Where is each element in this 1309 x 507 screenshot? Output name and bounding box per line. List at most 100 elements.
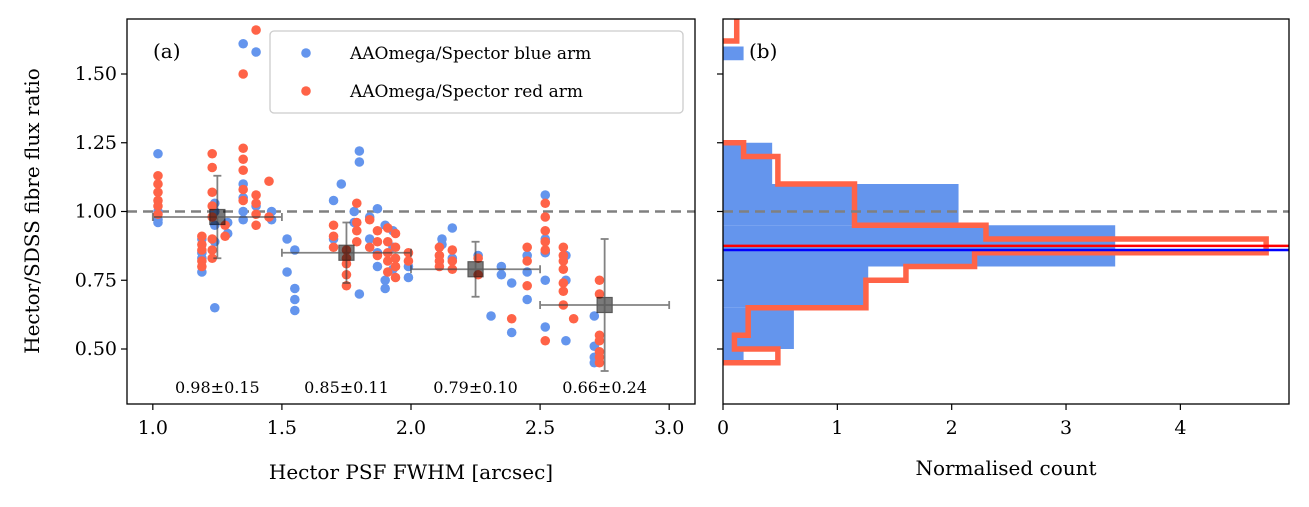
y-tick-label: 0.50 xyxy=(75,338,117,360)
x-tick-label: 1.5 xyxy=(267,417,297,439)
blue-point-36 xyxy=(354,157,365,167)
red-point-49 xyxy=(372,236,383,247)
red-point-79 xyxy=(540,236,551,247)
y-tick-label: 0.75 xyxy=(75,269,117,291)
panel-a-scatter: 0.98±0.15 0.85±0.11 0.79±0.10 0.66±0.24 … xyxy=(20,18,696,484)
red-point-1 xyxy=(153,179,163,189)
red-point-82 xyxy=(558,242,569,253)
red-hist-outline xyxy=(723,140,1269,366)
median-square-1 xyxy=(209,208,226,226)
blue-point-26 xyxy=(290,294,300,305)
y-tick-label: 1.00 xyxy=(75,201,117,223)
binned-point-1 xyxy=(151,174,283,260)
blue-point-56 xyxy=(486,311,496,321)
red-point-81 xyxy=(540,335,551,346)
red-point-0 xyxy=(153,170,163,181)
red-point-85 xyxy=(558,264,569,275)
x-tick-label: 3.0 xyxy=(654,417,684,439)
blue-hist-bar-5 xyxy=(723,184,959,226)
panel-b-histogram: 0 1 2 3 4 (b) Normalised count xyxy=(717,18,1290,480)
blue-point-53 xyxy=(447,223,458,233)
y-axis-label: Hector/SDSS fibre flux ratio xyxy=(20,68,44,354)
blue-point-66 xyxy=(540,275,551,286)
red-point-47 xyxy=(364,242,375,253)
legend: AAOmega/Spector blue arm AAOmega/Spector… xyxy=(269,30,684,114)
blue-point-11 xyxy=(209,302,220,313)
blue-point-3 xyxy=(153,217,163,228)
x-tick-label-b: 3 xyxy=(1060,417,1072,439)
red-point-91 xyxy=(594,289,605,299)
red-point-27 xyxy=(251,25,261,35)
red-point-67 xyxy=(447,245,458,255)
red-point-20 xyxy=(220,231,230,242)
red-point-18 xyxy=(207,253,217,264)
blue-point-15 xyxy=(238,38,248,49)
red-point-4 xyxy=(153,201,163,211)
scatter-points xyxy=(153,25,605,368)
blue-point-50 xyxy=(403,272,414,283)
blue-point-39 xyxy=(364,234,375,244)
legend-frame xyxy=(269,30,684,114)
red-point-26 xyxy=(238,195,248,206)
red-point-58 xyxy=(390,253,401,264)
blue-point-28 xyxy=(290,283,300,294)
red-point-45 xyxy=(351,236,362,247)
red-point-93 xyxy=(594,335,605,346)
blue-point-32 xyxy=(336,179,347,189)
red-point-25 xyxy=(238,184,248,195)
blue-point-24 xyxy=(282,234,292,244)
blue-point-0 xyxy=(153,148,163,159)
x-tick-label-b: 4 xyxy=(1174,417,1186,439)
blue-point-35 xyxy=(354,146,365,156)
median-square-4 xyxy=(596,296,613,314)
blue-point-40 xyxy=(372,203,383,214)
red-point-6 xyxy=(197,231,207,242)
red-point-32 xyxy=(264,176,274,187)
red-hist-outlier-step xyxy=(723,19,740,44)
x-axis-label-b: Normalised count xyxy=(915,456,1096,480)
red-point-96 xyxy=(594,357,605,368)
red-point-76 xyxy=(540,198,551,209)
blue-hist-bar-7 xyxy=(723,46,744,61)
blue-point-18 xyxy=(238,206,248,217)
red-point-77 xyxy=(540,212,551,222)
blue-point-44 xyxy=(380,283,390,294)
red-point-29 xyxy=(251,198,261,209)
red-point-42 xyxy=(351,198,362,209)
bin-annotations: 0.98±0.15 0.85±0.11 0.79±0.10 0.66±0.24 xyxy=(175,378,647,397)
blue-point-30 xyxy=(328,195,339,206)
red-point-62 xyxy=(403,256,414,266)
red-point-87 xyxy=(558,286,569,297)
red-point-28 xyxy=(251,190,261,200)
blue-point-37 xyxy=(354,289,365,299)
x-tick-label: 2.0 xyxy=(396,417,426,439)
legend-red-label: AAOmega/Spector red arm xyxy=(349,82,583,102)
red-point-35 xyxy=(328,231,339,242)
red-point-43 xyxy=(351,217,362,228)
median-square-3 xyxy=(467,261,484,278)
red-point-21 xyxy=(238,69,248,79)
blue-point-27 xyxy=(290,305,300,316)
red-point-57 xyxy=(390,242,401,253)
red-point-36 xyxy=(328,242,339,253)
red-point-52 xyxy=(382,236,393,247)
red-point-23 xyxy=(238,154,248,165)
panel-label-a: (a) xyxy=(153,39,181,63)
blue-point-34 xyxy=(349,206,360,217)
red-point-8 xyxy=(197,245,207,255)
red-point-51 xyxy=(382,223,393,233)
red-point-22 xyxy=(238,143,248,154)
red-point-73 xyxy=(522,242,532,253)
blue-point-72 xyxy=(589,311,600,321)
red-point-90 xyxy=(594,275,605,286)
red-point-31 xyxy=(251,220,261,231)
red-point-78 xyxy=(540,225,551,236)
red-point-2 xyxy=(153,187,163,198)
legend-blue-label: AAOmega/Spector blue arm xyxy=(349,44,591,64)
red-point-48 xyxy=(372,225,383,236)
legend-blue-marker xyxy=(301,48,311,58)
legend-red-marker xyxy=(301,86,311,96)
red-point-84 xyxy=(558,256,569,266)
ticks-b: 0 1 2 3 4 xyxy=(717,73,1186,439)
blue-point-63 xyxy=(522,294,532,305)
